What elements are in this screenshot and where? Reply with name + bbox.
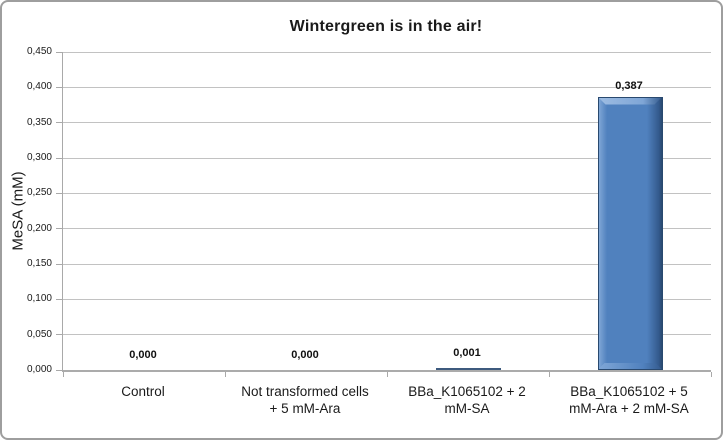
y-axis-title: MeSA (mM): [9, 171, 27, 251]
gridline: [63, 51, 711, 53]
category-label-line: + 5 mM-Ara: [269, 401, 341, 416]
x-axis-tick: [62, 372, 64, 377]
x-axis-tick: [548, 372, 550, 377]
gridline: [63, 157, 711, 159]
y-tick-label: 0,450: [26, 46, 52, 57]
y-axis-tick: [56, 298, 62, 300]
y-tick-label: 0,250: [26, 187, 52, 199]
x-axis-tick: [710, 372, 712, 377]
y-tick-label: 0,050: [26, 328, 52, 340]
chart-title: Wintergreen is in the air!: [289, 18, 483, 35]
y-axis-tick: [56, 157, 62, 159]
y-tick-label: 0,300: [26, 152, 52, 163]
gridline: [63, 86, 711, 88]
y-axis-tick: [56, 86, 62, 88]
gridline: [63, 334, 711, 336]
category-label-line: Not transformed cells: [241, 384, 369, 399]
gridline: [63, 228, 711, 230]
y-tick-label: 0,150: [26, 258, 52, 269]
y-tick-label: 0,350: [26, 116, 52, 128]
y-axis-tick: [56, 51, 62, 53]
y-tick-label: 0,000: [26, 364, 52, 375]
bar-bevel-shadow: [599, 363, 662, 369]
gridline: [63, 263, 711, 265]
y-tick-label: 0,200: [26, 222, 52, 234]
bar-data-label: 0,000: [291, 349, 319, 361]
x-axis-tick: [386, 372, 388, 377]
bar-3: [597, 96, 663, 370]
category-label-3: BBa_K1065102 + 5 mM-Ara + 2 mM-SA: [548, 383, 710, 417]
category-label-line: BBa_K1065102 + 2: [408, 384, 526, 399]
category-label-0: Control: [62, 383, 224, 417]
gridline: [63, 298, 711, 300]
y-axis-tick: [56, 369, 62, 371]
bar-bevel-highlight: [599, 98, 662, 105]
bar-data-label: 0,000: [129, 349, 157, 361]
y-axis-tick: [56, 263, 62, 265]
y-axis-tick: [56, 122, 62, 124]
category-label-1: Not transformed cells + 5 mM-Ara: [224, 383, 386, 417]
y-tick-label: 0,400: [26, 81, 52, 93]
gridline: [63, 192, 711, 194]
bar-data-label: 0,001: [453, 347, 481, 359]
bar-2: [435, 368, 501, 370]
category-label-line: mM-SA: [444, 401, 490, 416]
y-axis-tick: [56, 334, 62, 336]
gridline: [63, 122, 711, 124]
y-axis-tick: [56, 228, 62, 230]
category-label-line: mM-Ara + 2 mM-SA: [569, 401, 689, 416]
bar-data-label: 0,387: [615, 79, 643, 92]
plot-area: [56, 51, 712, 377]
category-label-line: BBa_K1065102 + 5: [570, 384, 688, 399]
y-tick-label: 0,100: [26, 293, 52, 305]
x-axis-tick: [224, 372, 226, 377]
category-label-line: Control: [121, 384, 165, 399]
category-label-2: BBa_K1065102 + 2 mM-SA: [386, 383, 548, 417]
y-axis-tick: [56, 192, 62, 194]
x-axis-category-labels: Control Not transformed cells + 5 mM-Ara BB…: [62, 383, 710, 417]
